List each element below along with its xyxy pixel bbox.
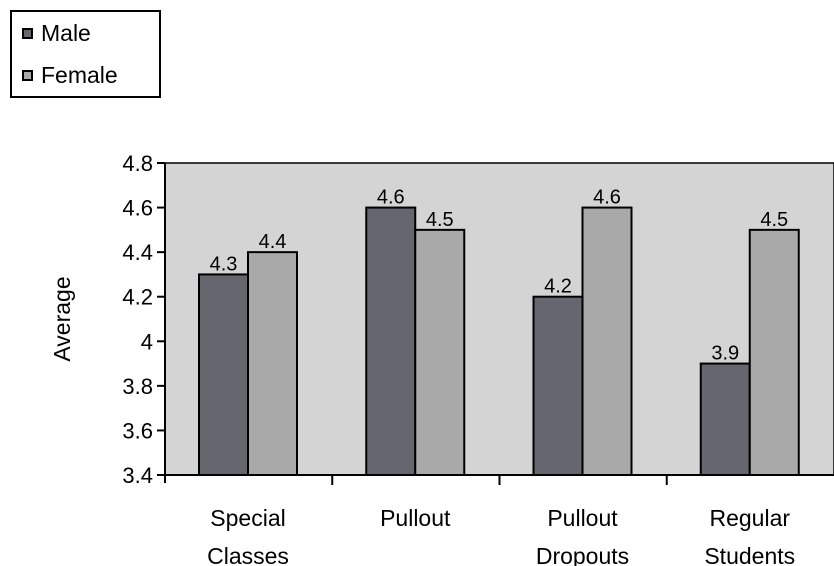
category-label-2-1: Dropouts bbox=[536, 543, 629, 566]
legend-swatch-male bbox=[22, 27, 33, 39]
y-tick-label-5: 4.4 bbox=[122, 240, 153, 265]
legend: Male Female bbox=[10, 10, 161, 98]
y-tick-label-4: 4.2 bbox=[122, 285, 153, 310]
data-label-female-1: 4.5 bbox=[426, 209, 454, 231]
data-label-female-2: 4.6 bbox=[593, 187, 621, 209]
legend-item-male: Male bbox=[22, 18, 91, 48]
bar-female-1 bbox=[414, 228, 466, 476]
legend-label-female: Female bbox=[41, 61, 118, 88]
category-label-3-0: Regular bbox=[709, 505, 790, 531]
y-tick-label-0: 3.4 bbox=[122, 463, 153, 488]
data-label-female-3: 4.5 bbox=[760, 209, 788, 231]
bar-male-0 bbox=[198, 273, 249, 476]
bar-male-3 bbox=[699, 362, 751, 477]
bar-female-3 bbox=[748, 228, 800, 476]
category-label-3-1: Students bbox=[704, 543, 795, 566]
data-label-male-3: 3.9 bbox=[711, 343, 739, 365]
category-label-1-0: Pullout bbox=[380, 505, 451, 531]
data-label-male-1: 4.6 bbox=[377, 187, 405, 209]
data-label-female-0: 4.4 bbox=[259, 231, 287, 253]
data-label-male-2: 4.2 bbox=[544, 276, 572, 298]
y-tick-label-7: 4.8 bbox=[122, 151, 153, 176]
category-label-2-0: Pullout bbox=[547, 505, 618, 531]
y-tick-label-2: 3.8 bbox=[122, 374, 153, 399]
category-label-0-1: Classes bbox=[207, 543, 289, 566]
bar-female-0 bbox=[247, 251, 298, 476]
bar-male-2 bbox=[532, 295, 584, 477]
bar-female-2 bbox=[581, 206, 633, 476]
legend-swatch-female bbox=[22, 69, 33, 81]
category-label-0-0: Special bbox=[210, 505, 285, 531]
y-tick-label-1: 3.6 bbox=[122, 418, 153, 443]
legend-item-female: Female bbox=[22, 60, 118, 90]
y-tick-label-6: 4.6 bbox=[122, 196, 153, 221]
bar-male-1 bbox=[365, 206, 417, 476]
y-axis-title: Average bbox=[49, 276, 75, 361]
legend-label-male: Male bbox=[41, 19, 91, 46]
y-tick-label-3: 4 bbox=[141, 329, 153, 354]
data-label-male-0: 4.3 bbox=[210, 253, 238, 275]
